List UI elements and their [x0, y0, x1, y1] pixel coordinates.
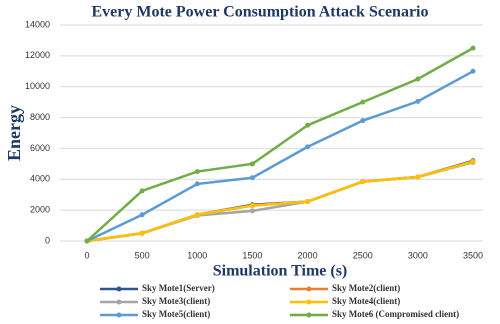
- y-axis-title: Energy: [4, 105, 24, 161]
- data-point: [305, 122, 311, 128]
- y-tick-label: 2000: [30, 205, 50, 215]
- data-point: [139, 188, 145, 194]
- legend-marker: [306, 286, 312, 292]
- legend-label: Sky Mote3(client): [142, 296, 210, 306]
- series-line: [86, 161, 474, 243]
- series-line: [86, 70, 474, 243]
- legend-label: Sky Mote5(client): [142, 309, 210, 319]
- data-point: [360, 99, 366, 105]
- data-point: [305, 199, 311, 205]
- series-line: [86, 160, 474, 243]
- legend-marker: [116, 312, 122, 318]
- legend-marker: [306, 299, 312, 305]
- x-tick-label: 1000: [187, 250, 207, 260]
- data-point: [470, 45, 476, 51]
- series-line: [86, 47, 474, 242]
- legend-label: Sky Mote4(client): [332, 296, 400, 306]
- data-point: [305, 144, 311, 150]
- data-point: [249, 175, 255, 181]
- data-point: [139, 230, 145, 236]
- data-point: [415, 76, 421, 82]
- y-tick-label: 10000: [25, 81, 50, 91]
- data-point: [249, 203, 255, 209]
- data-point: [470, 68, 476, 74]
- legend-label: Sky Mote2(client): [332, 283, 400, 293]
- x-tick-label: 500: [135, 250, 150, 260]
- data-point: [194, 212, 200, 218]
- x-tick-label: 2500: [353, 250, 373, 260]
- x-tick-label: 3000: [408, 250, 428, 260]
- legend-marker: [116, 299, 122, 305]
- y-tick-label: 8000: [30, 112, 50, 122]
- x-tick-label: 2000: [298, 250, 318, 260]
- y-tick-label: 6000: [30, 143, 50, 153]
- data-point: [415, 98, 421, 104]
- series-line: [86, 160, 474, 243]
- legend-label: Sky Mote1(Server): [142, 283, 215, 293]
- data-point: [249, 208, 255, 214]
- y-tick-label: 4000: [30, 174, 50, 184]
- x-tick-label: 1500: [242, 250, 262, 260]
- data-point: [470, 159, 476, 165]
- chart-title: Every Mote Power Consumption Attack Scen…: [92, 4, 429, 21]
- series-line: [86, 159, 474, 243]
- x-axis-title: Simulation Time (s): [213, 263, 348, 280]
- data-point: [139, 212, 145, 218]
- legend-marker: [306, 312, 312, 318]
- data-point: [84, 238, 90, 244]
- x-tick-label: 3500: [463, 250, 483, 260]
- data-point: [194, 181, 200, 187]
- legend-label: Sky Mote6 (Compromised client): [332, 309, 459, 319]
- data-point: [194, 169, 200, 175]
- legend-marker: [116, 286, 122, 292]
- y-tick-label: 12000: [25, 50, 50, 60]
- data-point: [249, 161, 255, 167]
- x-tick-label: 0: [84, 250, 89, 260]
- y-tick-label: 0: [45, 235, 50, 245]
- data-point: [415, 174, 421, 180]
- y-tick-label: 14000: [25, 19, 50, 29]
- data-point: [360, 118, 366, 124]
- data-point: [360, 179, 366, 185]
